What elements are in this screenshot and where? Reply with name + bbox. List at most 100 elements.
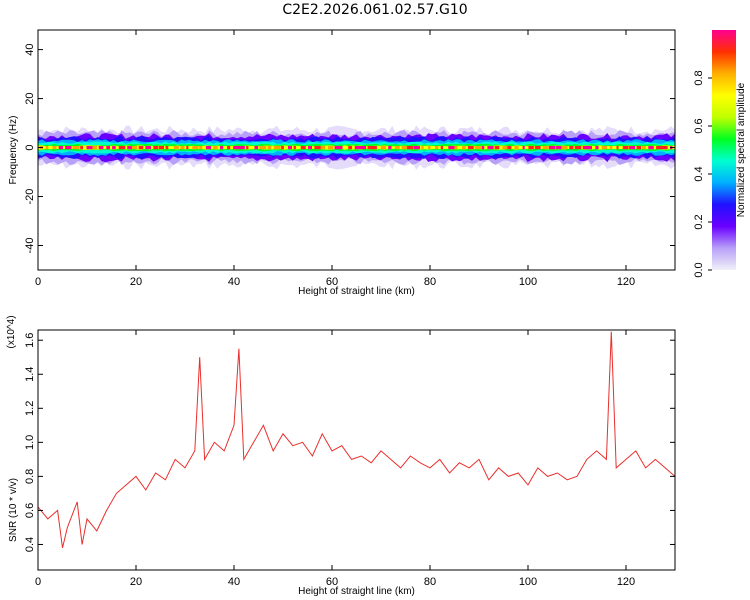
band-peak [629,146,635,150]
band-peak [180,146,185,150]
band-peak [199,146,203,150]
x-tick-label: 20 [130,276,142,288]
band-peak [548,146,556,150]
band-peak [98,146,104,150]
band-peak [205,146,212,150]
band-peak [72,146,80,150]
y-axis-label: SNR (10 * v/v) [8,478,19,542]
chart-title: C2E2.2026.061.02.57.G10 [282,2,468,18]
band-peak [435,146,439,150]
spectrogram-panel: 0 20 40 60 80 100 120 40 20 0 -20 -40 Height of stra… [8,29,676,297]
band-peak [656,146,664,150]
y-tick-label: 1.2 [24,401,36,416]
band-peak [314,146,321,150]
band-peak [507,146,512,150]
band-peak [293,146,296,150]
band-peak [192,146,199,150]
colorbar-tick-label: 0.8 [693,70,705,85]
x-tick-label: 60 [326,276,338,288]
band-peak [118,146,126,150]
band-peak [414,146,420,150]
band-peak [622,146,629,150]
band-peak [92,146,98,150]
band-peak [561,146,568,150]
band-peak [153,146,159,150]
band-peak [636,146,642,150]
band-peak [448,146,455,150]
band-peak [112,146,116,150]
band-peak [246,146,249,150]
snr-line [38,331,675,549]
plot-area-bottom [38,330,675,570]
band-peak [462,146,466,150]
band-peak [528,146,534,150]
band-peak [428,146,431,150]
band-peak [534,146,541,150]
band-peak [267,146,272,150]
band-peak [542,146,549,150]
band-peak [502,146,508,150]
x-tick-label: 80 [424,276,436,288]
band-peak [454,146,458,150]
band-peak [487,146,494,150]
colorbar-gradient [712,30,736,270]
band-peak [45,146,49,150]
x-tick-label: 80 [424,576,436,588]
y-tick-label: 1.4 [24,367,36,382]
band-peak [186,146,189,150]
band-peak [308,146,312,150]
colorbar-tick-label: 0.0 [693,262,705,277]
band-peak [173,146,179,150]
x-axis-label: Height of straight line (km) [298,586,415,597]
snr-panel: 0 20 40 60 80 100 120 0.4 0.6 0.8 1.0 1.2 1.4 1.6 Heig… [6,315,676,597]
band-peak [394,146,400,150]
band-peak [227,146,231,150]
y-tick-label: 0.4 [24,537,36,552]
band-peak [595,146,599,150]
band-peak [367,146,374,150]
band-peak [642,146,646,150]
y-tick-label: 0.6 [24,503,36,518]
colorbar: 0.0 0.2 0.4 0.6 0.8 Normalized spectral ampli… [693,30,747,278]
band-peak [556,146,563,150]
band-peak [373,146,377,150]
x-tick-label: 100 [519,276,537,288]
band-peak [254,146,259,150]
band-peak [662,146,668,150]
band-peak [58,146,64,150]
y-tick-label: 0.8 [24,469,36,484]
band-peak [138,146,144,150]
x-tick-label: 100 [519,576,537,588]
colorbar-tick-label: 0.6 [693,118,705,133]
band-peak [601,146,607,150]
y-tick-label: -40 [24,238,36,254]
band-peak [159,146,164,150]
y-tick-label: 0 [24,144,36,150]
band-peak [132,146,138,150]
band-peak [334,146,341,150]
x-tick-label: 40 [228,276,240,288]
band-peak [288,146,292,150]
band-peak [648,146,654,150]
band-peak [522,146,525,150]
snr-series [38,331,675,549]
band-peak [467,146,474,150]
band-peak [233,146,240,150]
x-tick-label: 120 [617,576,635,588]
band-peak [320,146,326,150]
band-peak [65,146,72,150]
band-peak [574,146,582,150]
y-tick-label: 40 [24,43,36,55]
band-peak [339,146,343,150]
band-peak [401,146,409,150]
band-peak [494,146,500,150]
band-peak [327,146,334,150]
band-peak [380,146,386,150]
band-peak [616,146,619,150]
band-peak [239,146,245,150]
band-peak [569,146,574,150]
plot-frame-top [37,29,676,271]
colorbar-tick-label: 0.4 [693,166,705,181]
plot-frame-bottom [37,329,676,571]
